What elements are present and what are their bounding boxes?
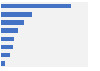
- Bar: [1, 45, 13, 49]
- Bar: [1, 37, 14, 41]
- Bar: [1, 4, 71, 8]
- Bar: [1, 20, 24, 25]
- Bar: [1, 28, 18, 33]
- Bar: [1, 53, 10, 57]
- Bar: [1, 12, 32, 17]
- Bar: [1, 61, 5, 66]
